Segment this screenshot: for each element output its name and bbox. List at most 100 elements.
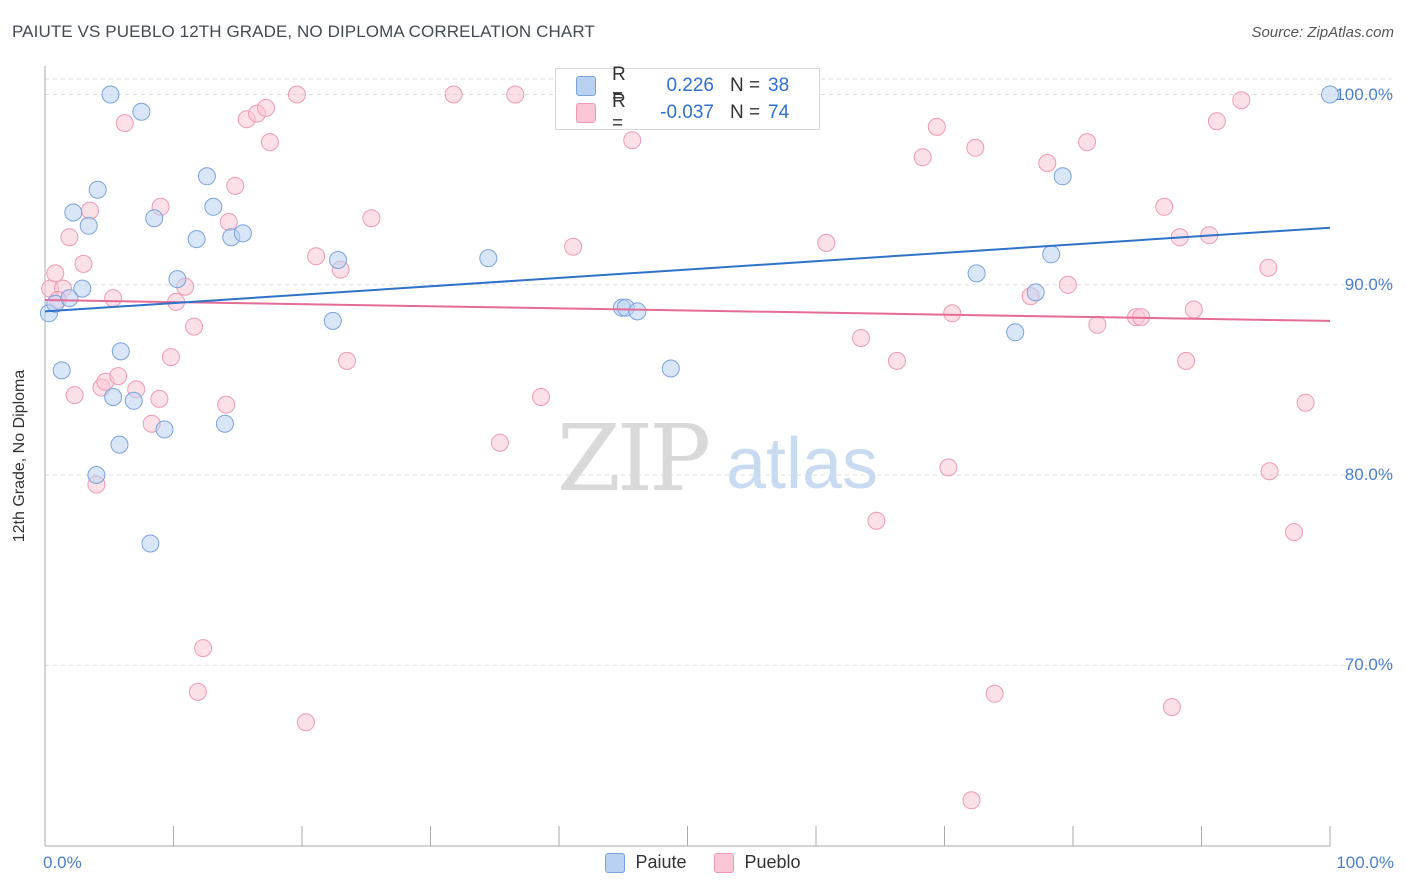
pueblo-point [1259,258,1278,277]
paiute-point [233,224,252,243]
pueblo-point [307,247,326,266]
paiute-point [479,249,498,268]
legend-n-label: N = [730,102,761,123]
paiute-point [1053,167,1072,186]
paiute-point [145,209,164,228]
grid-lines [45,78,1392,666]
paiute-point [1006,323,1025,342]
pueblo-point [1078,133,1097,152]
paiute-point [204,197,223,216]
trend-lines [44,226,1331,322]
paiute-point [79,216,98,235]
pueblo-point [338,351,356,370]
x-tick-min: 0.0% [43,853,82,872]
pueblo-point [927,117,946,136]
pueblo-point [506,85,525,104]
pueblo-point [65,386,84,405]
pueblo-point [1177,351,1196,370]
pueblo-point [104,289,123,308]
correlation-legend: R = 0.226 N = 38 R = -0.037 N = 74 [555,64,820,134]
paiute-point [197,167,216,186]
legend-r-value: 0.226 [666,75,714,96]
watermark-atlas: atlas [726,424,878,504]
pueblo-point [150,389,169,408]
pueblo-point [867,511,886,530]
pueblo-point [1296,393,1315,412]
x-tick-max: 100.0% [1336,853,1394,872]
pueblo-point [1162,698,1181,717]
legend-item-pueblo: Pueblo [714,852,801,873]
pueblo-point [115,114,134,133]
pueblo-point [194,639,213,658]
paiute-point [132,102,151,121]
pueblo-point [226,176,245,195]
paiute-point [1321,85,1339,104]
pueblo-point [1260,462,1279,481]
pueblo-trend-line [44,299,1331,322]
paiute-point [104,388,123,406]
pueblo-point [985,684,1004,703]
pueblo-point [296,713,315,732]
axes [44,66,1331,847]
y-tick-label: 70.0% [1344,655,1393,675]
pueblo-point [1088,315,1107,334]
pueblo-swatch [714,852,735,873]
pueblo-point [60,228,79,247]
pueblo-point [888,351,906,370]
pueblo-point [939,458,958,477]
legend-label-pueblo: Pueblo [744,852,801,872]
chart-title: PAIUTE VS PUEBLO 12TH GRADE, NO DIPLOMA … [12,22,595,41]
pueblo-point [81,201,99,220]
pueblo-point [362,209,381,228]
pueblo-swatch [576,103,596,123]
paiute-point [141,534,160,553]
paiute-point [124,391,143,410]
paiute-point [168,270,187,289]
pueblo-point [1155,197,1174,216]
pueblo-point [1038,154,1057,172]
paiute-point [52,361,71,380]
paiute-point [110,435,129,454]
pueblo-point [219,213,238,231]
watermark-zip: ZIP [557,405,708,512]
pueblo-point [188,682,207,701]
paiute-swatch [576,76,596,96]
pueblo-point [74,254,93,273]
pueblo-point [943,304,962,323]
pueblo-point [490,433,509,452]
legend-r-label: R = [612,91,626,134]
pueblo-point [444,85,463,104]
paiute-point [88,180,107,199]
pueblo-point [623,131,642,150]
pueblo-point [966,138,985,157]
pueblo-point [913,148,932,167]
paiute-point [323,311,342,330]
pueblo-point [532,388,550,406]
pueblo-point [46,264,65,283]
legend-n-value: 74 [768,102,790,123]
legend-item-paiute: Paiute [605,852,686,873]
pueblo-point [1058,275,1077,294]
paiute-point [661,359,680,378]
pueblo-point [962,791,981,810]
paiute-point [329,251,347,269]
paiute-point [187,230,206,249]
legend-row-pueblo: R = -0.037 N = 74 [576,91,790,134]
pueblo-point [852,329,870,347]
pueblo-point [260,133,279,152]
paiute-swatch [605,852,626,873]
legend-r-value: -0.037 [660,102,714,123]
pueblo-point [109,367,128,386]
y-tick-label: 90.0% [1344,274,1393,294]
legend-label-paiute: Paiute [635,852,687,872]
pueblo-point [185,317,204,336]
pueblo-point [817,233,836,252]
pueblo-point [1184,300,1203,319]
paiute-point [155,420,174,439]
pueblo-point [564,237,583,256]
paiute-point [967,264,986,283]
paiute-point [101,85,120,104]
paiute-point [1026,283,1045,302]
paiute-point [73,279,92,298]
